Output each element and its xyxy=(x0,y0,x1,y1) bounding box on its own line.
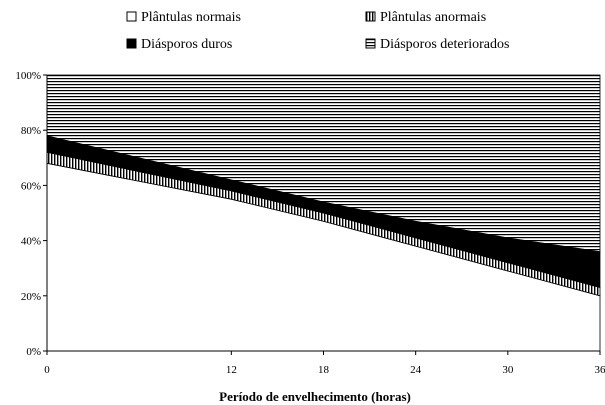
legend-swatch-plantulas-anormais xyxy=(365,11,376,22)
y-tick-label: 40% xyxy=(21,236,41,248)
x-tick-label: 18 xyxy=(318,364,330,376)
legend-item-diasporos-deteriorados: Diásporos deteriorados xyxy=(365,37,509,52)
legend-swatch-diasporos-deteriorados xyxy=(365,38,376,49)
x-tick-label: 24 xyxy=(410,364,422,376)
series-areas xyxy=(46,74,601,352)
legend: Plântulas normais Plântulas anormais Diá… xyxy=(126,10,509,52)
y-tick-label: 0% xyxy=(26,346,41,358)
y-tick-label: 20% xyxy=(21,291,41,303)
legend-item-plantulas-normais: Plântulas normais xyxy=(126,10,241,25)
legend-label-plantulas-normais: Plântulas normais xyxy=(141,10,241,25)
legend-item-plantulas-anormais: Plântulas anormais xyxy=(365,10,486,25)
y-tick-label: 60% xyxy=(21,180,41,192)
y-axis-ticks: 0% 20% 40% 60% 80% 100% xyxy=(15,70,47,358)
y-tick-label: 100% xyxy=(15,70,41,82)
x-axis-ticks: 0 12 18 24 30 36 xyxy=(44,351,605,376)
legend-label-plantulas-anormais: Plântulas anormais xyxy=(380,10,486,25)
legend-swatch-plantulas-normais xyxy=(126,11,137,22)
x-tick-label: 12 xyxy=(226,364,237,376)
legend-swatch-diasporos-duros xyxy=(126,38,137,49)
x-tick-label: 0 xyxy=(44,364,50,376)
legend-item-diasporos-duros: Diásporos duros xyxy=(126,37,232,52)
x-axis-title: Período de envelhecimento (horas) xyxy=(219,389,411,404)
x-tick-label: 36 xyxy=(595,364,605,376)
plot-area: 0% 20% 40% 60% 80% 100% 0 12 18 24 30 36 xyxy=(15,70,605,376)
legend-label-diasporos-deteriorados: Diásporos deteriorados xyxy=(380,37,509,52)
legend-label-diasporos-duros: Diásporos duros xyxy=(141,37,232,52)
x-tick-label: 30 xyxy=(502,364,514,376)
y-tick-label: 80% xyxy=(21,125,41,137)
area-diasporos-deteriorados xyxy=(46,74,601,253)
